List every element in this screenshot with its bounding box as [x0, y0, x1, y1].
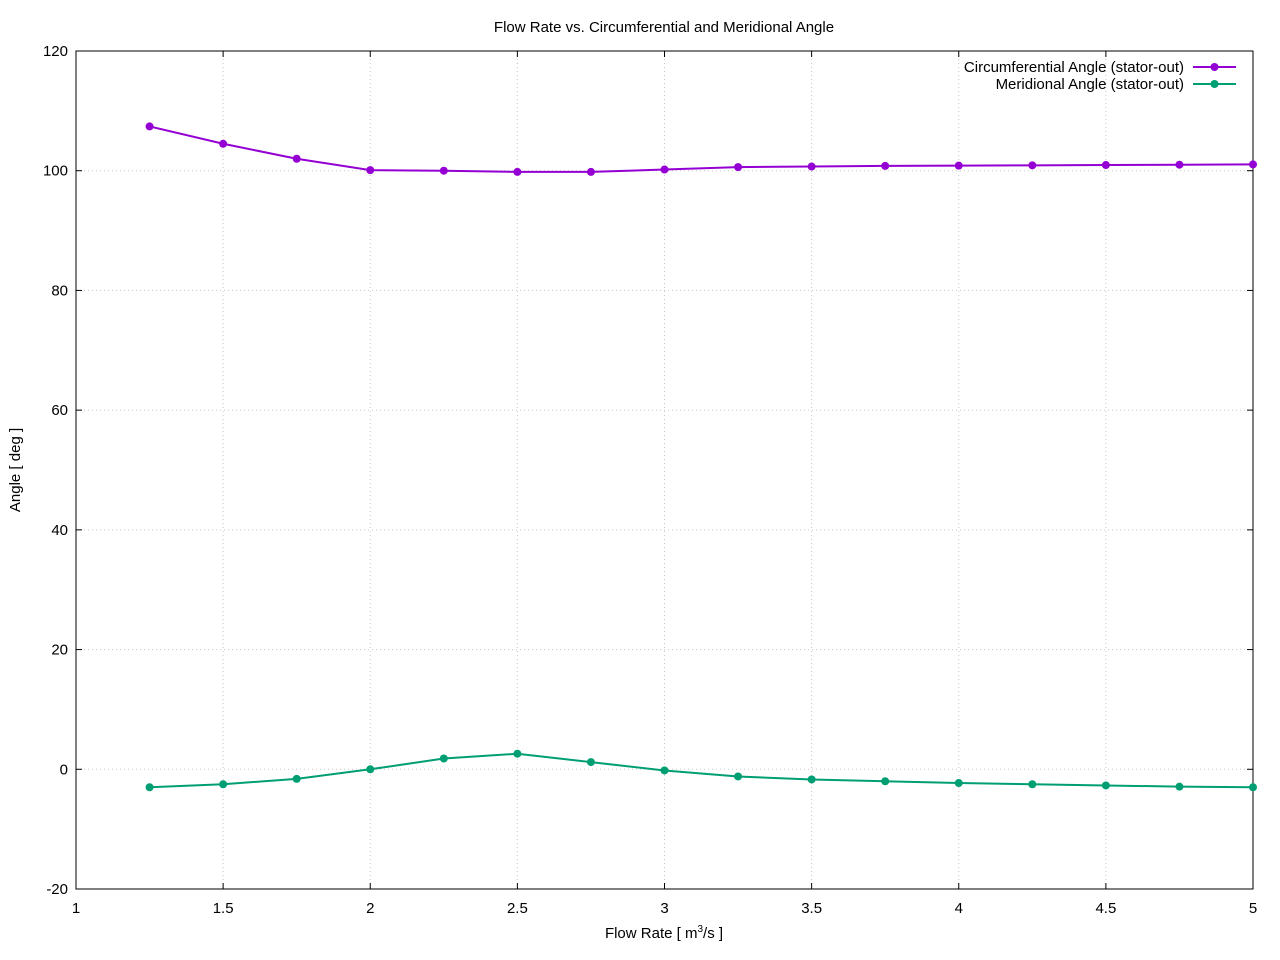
x-tick-label: 5 — [1249, 900, 1257, 917]
series-1-point — [881, 161, 890, 170]
series-2-point — [439, 754, 448, 763]
series-2-point — [807, 775, 816, 784]
series-1-point — [219, 139, 228, 148]
series-line-2 — [149, 752, 1254, 789]
series-1-point — [734, 163, 743, 172]
series-2-point — [366, 765, 375, 774]
series-1-point — [807, 162, 816, 171]
legend-label-2: Meridional Angle (stator-out) — [996, 76, 1184, 93]
x-tick-label: 3.5 — [801, 900, 822, 917]
x-tick-label: 2 — [366, 900, 374, 917]
series-2-point — [513, 749, 522, 758]
series-2-point — [954, 779, 963, 788]
series-1-point — [145, 122, 154, 131]
series-2-point — [219, 780, 228, 789]
series-2-point — [1101, 781, 1110, 790]
series-2-point — [660, 766, 669, 775]
y-tick-label: -20 — [46, 881, 68, 898]
x-tick-label: 1.5 — [213, 900, 234, 917]
legend-marker-1 — [1210, 63, 1219, 71]
series-2-point — [292, 774, 301, 783]
series-1-point — [1175, 160, 1184, 169]
series-line-1 — [149, 125, 1254, 173]
series-1-point — [1249, 160, 1257, 169]
y-tick-label: 100 — [43, 163, 68, 180]
y-tick-label: 80 — [51, 282, 68, 299]
series-2-point — [1249, 783, 1257, 792]
series-1-point — [292, 154, 301, 163]
series-2-point — [1028, 780, 1037, 789]
x-tick-label: 2.5 — [507, 900, 528, 917]
y-axis-label: Angle [ deg ] — [7, 428, 24, 512]
axis-ticks — [75, 50, 1254, 890]
y-tick-labels: -20 0 20 40 60 80 100 120 — [43, 43, 68, 898]
series-group — [145, 122, 1257, 792]
series-2-point — [145, 783, 154, 792]
chart-title: Flow Rate vs. Circumferential and Meridi… — [494, 19, 834, 36]
y-tick-label: 20 — [51, 642, 68, 659]
x-tick-labels: 1 1.5 2 2.5 3 3.5 4 4.5 5 — [72, 900, 1257, 917]
series-1-point — [439, 166, 448, 175]
series-2-point — [734, 772, 743, 781]
legend-marker-2 — [1210, 80, 1219, 88]
series-1-point — [660, 165, 669, 174]
series-1-point — [366, 166, 375, 175]
y-tick-label: 120 — [43, 43, 68, 60]
legend: Circumferential Angle (stator-out)Meridi… — [964, 59, 1236, 93]
series-2-point — [1175, 782, 1184, 791]
series-2-point — [586, 758, 595, 767]
y-tick-label: 40 — [51, 522, 68, 539]
x-tick-label: 4 — [955, 900, 963, 917]
series-1-point — [586, 167, 595, 176]
series-1-point — [1101, 161, 1110, 170]
x-axis-label: Flow Rate [ m3/s ] — [605, 924, 723, 942]
series-1-point — [1028, 161, 1037, 170]
legend-label-1: Circumferential Angle (stator-out) — [964, 59, 1184, 76]
x-tick-label: 1 — [72, 900, 80, 917]
grid-lines — [76, 51, 1253, 889]
series-1-point — [513, 167, 522, 176]
y-tick-label: 0 — [60, 761, 68, 778]
series-2-point — [881, 777, 890, 786]
y-tick-label: 60 — [51, 402, 68, 419]
x-tick-label: 4.5 — [1095, 900, 1116, 917]
x-tick-label: 3 — [660, 900, 668, 917]
series-1-point — [954, 161, 963, 170]
